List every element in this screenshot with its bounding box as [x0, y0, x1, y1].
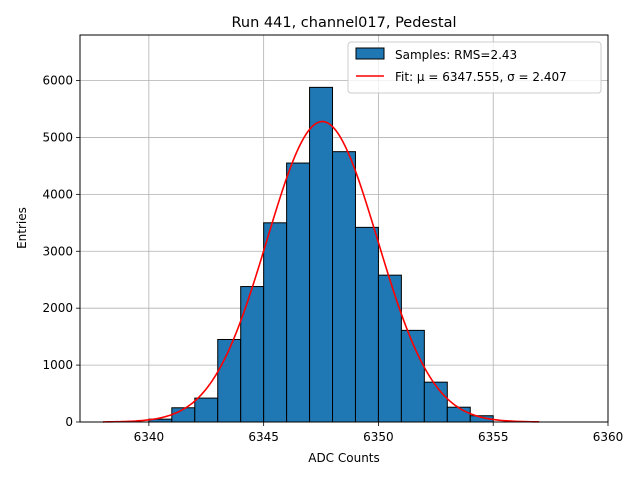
y-tick-label: 0	[65, 415, 73, 429]
histogram-bar	[332, 151, 356, 423]
x-tick-label: 6340	[134, 430, 165, 444]
fit-curve	[102, 120, 540, 423]
x-tick-label: 6355	[478, 430, 509, 444]
y-tick-label: 4000	[42, 187, 73, 201]
chart-title: Run 441, channel017, Pedestal	[231, 15, 456, 31]
histogram-bar	[423, 381, 448, 423]
histogram-bar	[286, 162, 311, 423]
histogram-bar	[194, 397, 219, 423]
histogram-bar	[446, 406, 471, 423]
x-tick-label: 6350	[363, 430, 394, 444]
legend-box	[347, 41, 602, 94]
histogram-bar	[354, 226, 379, 423]
histogram-bar	[377, 274, 402, 423]
fit-curve-layer	[102, 120, 540, 423]
y-tick-label: 1000	[42, 358, 73, 372]
histogram-bar	[263, 222, 288, 423]
histogram-bar	[309, 86, 334, 423]
x-tick-label: 6345	[248, 430, 279, 444]
y-axis-label: Entries	[15, 207, 29, 249]
y-tick-label: 6000	[42, 74, 73, 88]
x-tick-label: 6360	[593, 430, 624, 444]
legend-histogram-label: Samples: RMS=2.43	[395, 48, 517, 62]
histogram-bars	[148, 86, 494, 423]
legend: Samples: RMS=2.43 Fit: μ = 6347.555, σ =…	[347, 41, 602, 94]
x-axis-label: ADC Counts	[308, 451, 380, 465]
y-tick-label: 3000	[42, 244, 73, 258]
plot-frame	[79, 34, 609, 423]
histogram-bar	[240, 286, 265, 423]
legend-fit-label: Fit: μ = 6347.555, σ = 2.407	[395, 70, 567, 84]
y-tick-label: 2000	[42, 301, 73, 315]
axis-ticks: 6340 6345 6350 6355 6360 0 1000 2000 3000 4000 500…	[42, 74, 623, 444]
histogram-bar	[217, 338, 242, 423]
legend-histogram-swatch	[355, 47, 385, 60]
y-tick-label: 5000	[42, 130, 73, 144]
